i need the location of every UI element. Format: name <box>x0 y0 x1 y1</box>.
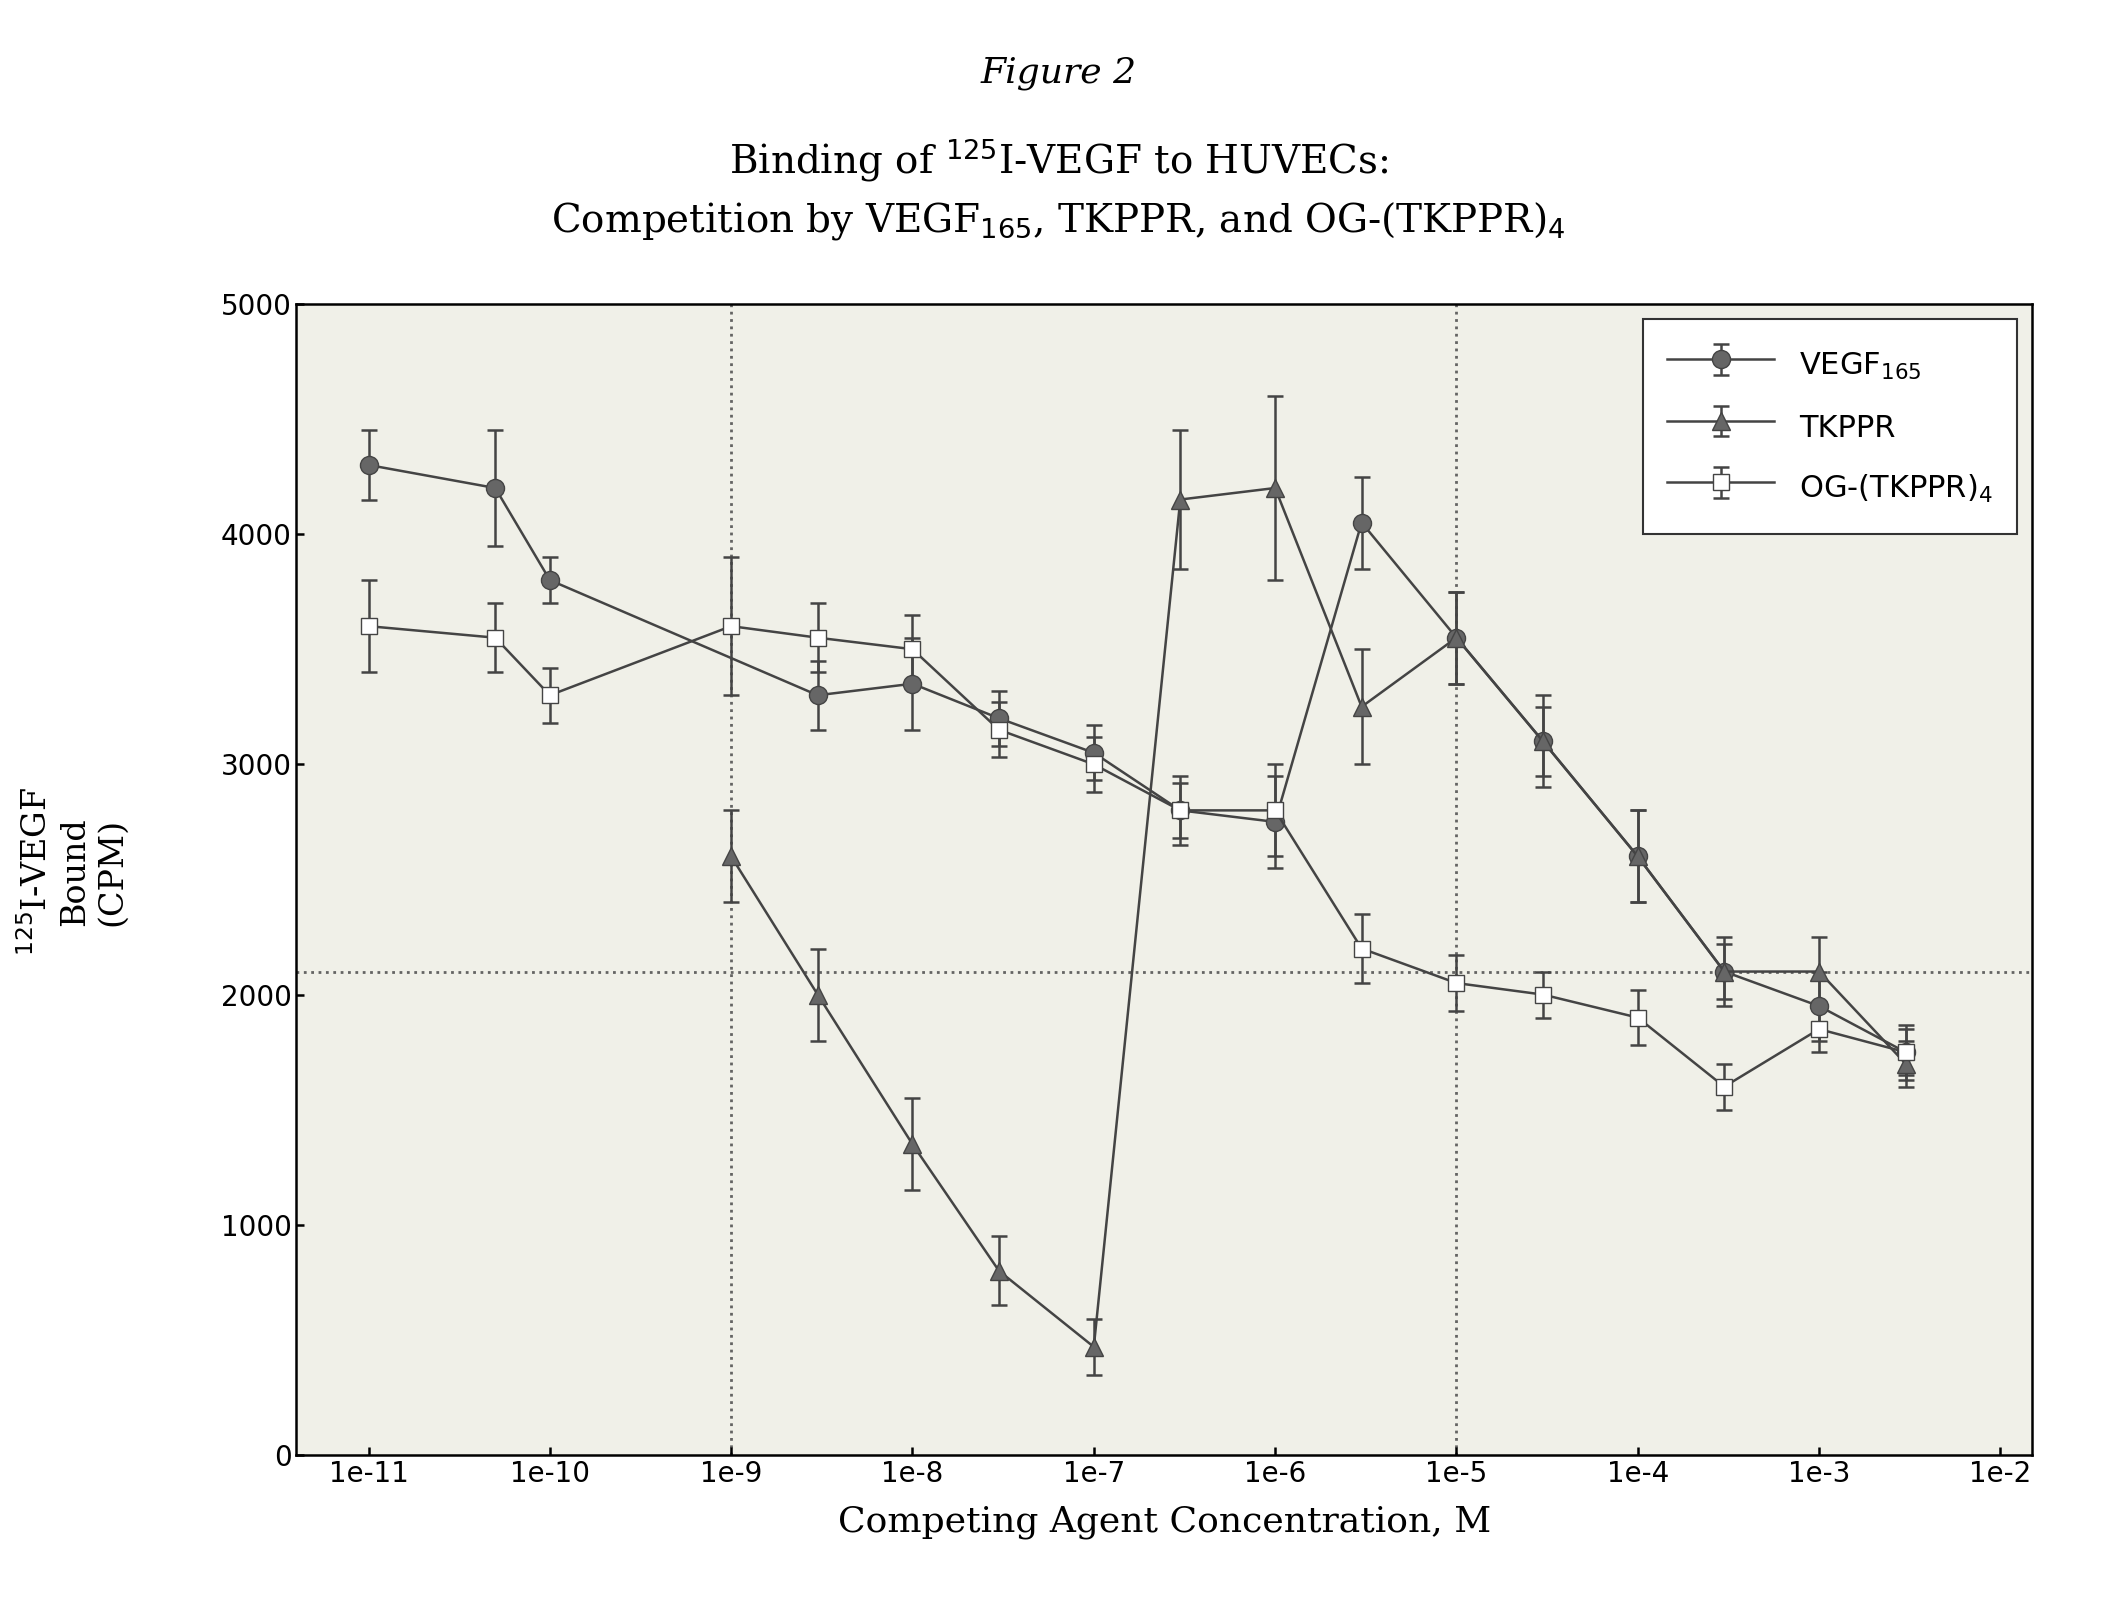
Text: Binding of $^{125}$I-VEGF to HUVECs:: Binding of $^{125}$I-VEGF to HUVECs: <box>728 136 1389 184</box>
Text: Figure 2: Figure 2 <box>980 56 1137 90</box>
X-axis label: Competing Agent Concentration, M: Competing Agent Concentration, M <box>838 1505 1490 1538</box>
Text: Competition by VEGF$_{165}$, TKPPR, and OG-(TKPPR)$_4$: Competition by VEGF$_{165}$, TKPPR, and … <box>550 200 1567 241</box>
Legend: VEGF$_{165}$, TKPPR, OG-(TKPPR)$_4$: VEGF$_{165}$, TKPPR, OG-(TKPPR)$_4$ <box>1643 320 2018 534</box>
Text: $^{125}$I-VEGF
Bound
(CPM): $^{125}$I-VEGF Bound (CPM) <box>19 787 129 956</box>
